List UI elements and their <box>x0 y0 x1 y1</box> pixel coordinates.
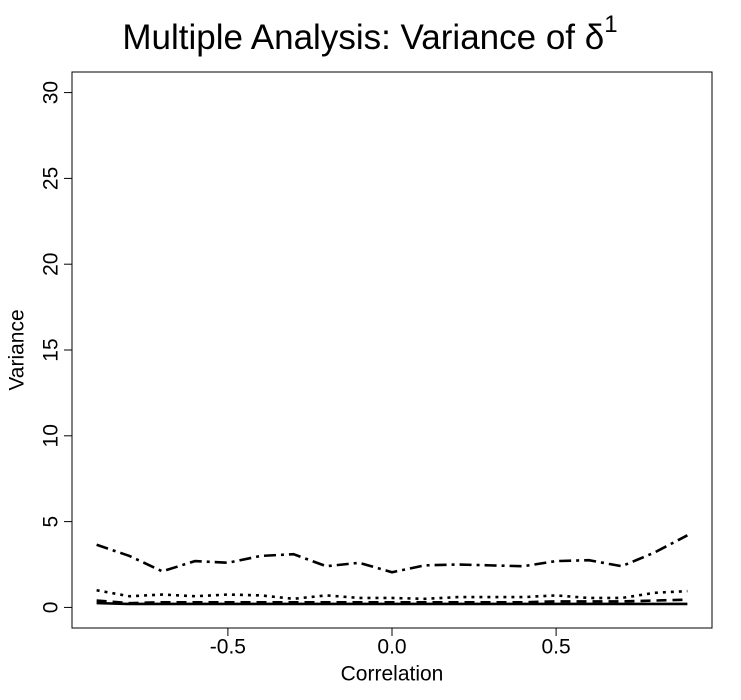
plot-frame <box>71 71 713 629</box>
y-tick-label: 5 <box>40 516 63 528</box>
x-tick-label: -0.5 <box>210 636 246 659</box>
x-tick-label: 0.5 <box>542 636 571 659</box>
title-superscript: 1 <box>604 11 617 38</box>
title-main: Multiple Analysis: Variance of δ <box>122 18 604 57</box>
y-axis-label: Variance <box>6 309 29 390</box>
y-tick-label: 30 <box>40 81 63 104</box>
y-tick-label: 25 <box>40 167 63 190</box>
series-line <box>96 588 688 601</box>
series-line <box>96 534 688 574</box>
x-tick-label: 0.0 <box>377 636 406 659</box>
y-tick-label: 15 <box>40 338 63 361</box>
chart-title: Multiple Analysis: Variance of δ1 <box>122 11 617 57</box>
series-line <box>96 598 688 605</box>
x-axis-label: Correlation <box>341 663 444 686</box>
y-tick-label: 0 <box>40 602 63 614</box>
y-tick-label: 20 <box>40 253 63 276</box>
series-line <box>96 601 688 606</box>
y-tick-label: 10 <box>40 424 63 447</box>
